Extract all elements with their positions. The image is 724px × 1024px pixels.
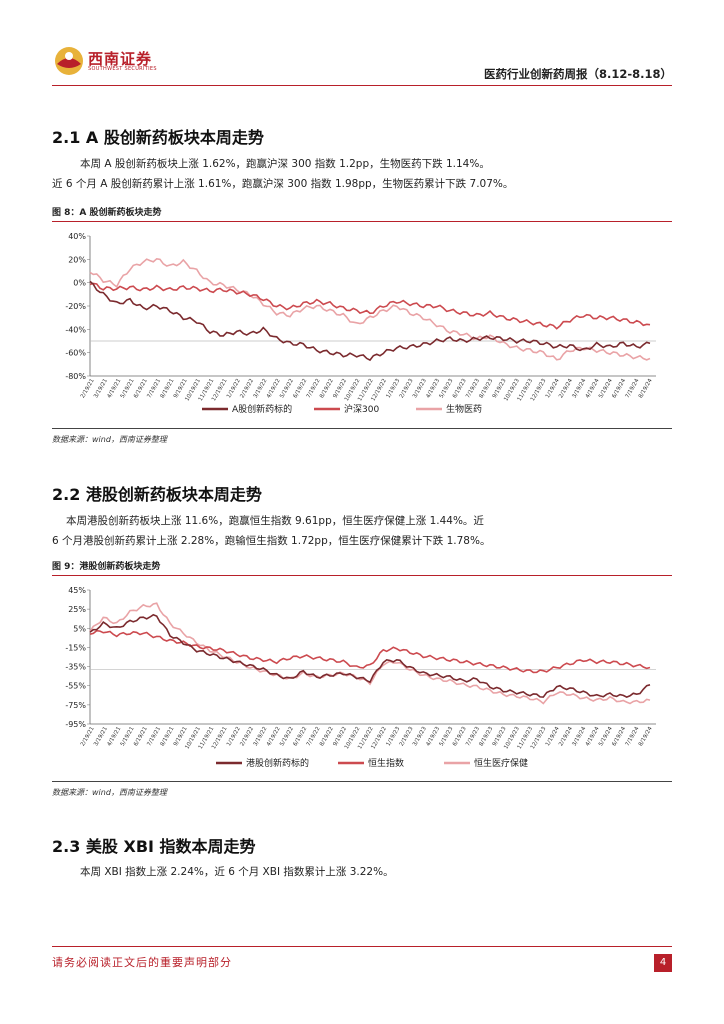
page-number: 4 xyxy=(654,954,672,972)
figure-source: 数据来源：wind，西南证券整理 xyxy=(52,435,167,444)
legend-label: 生物医药 xyxy=(446,403,482,415)
series-line xyxy=(89,629,651,674)
legend-label: A股创新药标的 xyxy=(232,403,292,415)
x-tick-label: 8/19/24 xyxy=(638,726,654,748)
report-title: 医药行业创新药周报（8.12-8.18） xyxy=(483,67,672,81)
y-tick-label: -95% xyxy=(65,720,86,729)
paragraph-line: 本周 XBI 指数上涨 2.24%，近 6 个月 XBI 指数累计上涨 3.22… xyxy=(80,866,394,878)
logo-mark-icon xyxy=(55,47,83,75)
logo-text: 西南证券 xyxy=(88,50,153,68)
y-tick-label: -80% xyxy=(65,372,86,381)
paragraph-line: 本周 A 股创新药板块上涨 1.62%，跑赢沪深 300 指数 1.2pp，生物… xyxy=(80,158,490,170)
y-tick-label: -60% xyxy=(65,349,86,358)
figure-divider xyxy=(52,575,672,576)
figure-bottom-divider xyxy=(52,781,672,782)
y-tick-label: 5% xyxy=(73,624,86,633)
y-tick-label: -75% xyxy=(65,701,86,710)
paragraph-line: 近 6 个月 A 股创新药累计上涨 1.61%，跑赢沪深 300 指数 1.98… xyxy=(52,178,514,190)
paragraph-line: 6 个月港股创新药累计上涨 2.28%，跑输恒生指数 1.72pp，恒生医疗保健… xyxy=(52,535,491,547)
series-line xyxy=(89,257,651,361)
legend-label: 恒生指数 xyxy=(368,757,404,769)
paragraph-line: 本周港股创新药板块上涨 11.6%，跑赢恒生指数 9.61pp，恒生医疗保健上涨… xyxy=(66,515,484,527)
y-tick-label: -35% xyxy=(65,663,86,672)
footer-disclaimer: 请务必阅读正文后的重要声明部分 xyxy=(52,956,232,969)
y-tick-label: 40% xyxy=(68,232,86,241)
figure-title: 图 8：A 股创新药板块走势 xyxy=(52,208,162,218)
y-tick-label: -55% xyxy=(65,682,86,691)
hk-share-chart: 45%25%5%-15%-35%-55%-75%-95%2/19/213/19/… xyxy=(65,586,656,769)
series-line xyxy=(89,613,651,698)
x-tick-label: 8/19/24 xyxy=(638,378,654,400)
y-tick-label: -40% xyxy=(65,325,86,334)
series-line xyxy=(89,280,651,362)
footer-divider xyxy=(52,946,672,947)
y-tick-label: 20% xyxy=(68,255,86,264)
a-share-chart: 40%20%0%-20%-40%-60%-80%2/19/213/19/214/… xyxy=(65,232,656,415)
y-tick-label: 25% xyxy=(68,605,86,614)
y-tick-label: -15% xyxy=(65,643,86,652)
series-line xyxy=(89,602,651,705)
logo-subtext: SOUTHWEST SECURITIES xyxy=(88,66,157,72)
figure-divider xyxy=(52,221,672,222)
header-divider xyxy=(52,85,672,86)
figure-bottom-divider xyxy=(52,428,672,429)
y-tick-label: 45% xyxy=(68,586,86,595)
series-line xyxy=(89,282,651,330)
section-title-us-xbi: 2.3 美股 XBI 指数本周走势 xyxy=(52,837,256,856)
section-title-a-share: 2.1 A 股创新药板块本周走势 xyxy=(52,128,264,147)
figure-source: 数据来源：wind，西南证券整理 xyxy=(52,788,167,797)
legend-label: 恒生医疗保健 xyxy=(474,757,528,769)
figure-title: 图 9：港股创新药板块走势 xyxy=(52,562,161,572)
legend-label: 沪深300 xyxy=(344,403,379,415)
company-logo xyxy=(52,44,172,78)
section-title-hk-share: 2.2 港股创新药板块本周走势 xyxy=(52,485,262,504)
y-tick-label: 0% xyxy=(73,279,86,288)
y-tick-label: -20% xyxy=(65,302,86,311)
legend-label: 港股创新药标的 xyxy=(246,757,309,769)
